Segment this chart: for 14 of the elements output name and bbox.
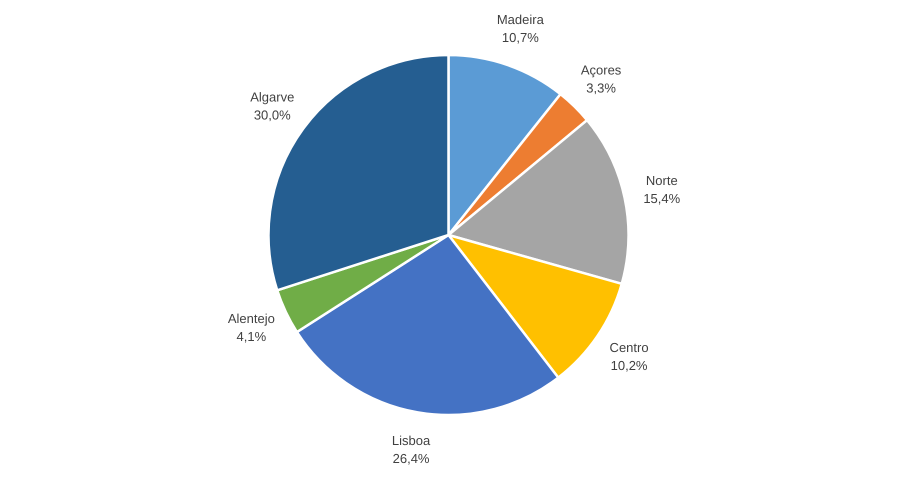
slice-label: Açores (580, 62, 622, 78)
slice-label: Norte (646, 172, 678, 188)
slice-label: Lisboa (392, 432, 431, 448)
data-label: 10,7% (502, 30, 540, 46)
slice-label: Algarve (250, 90, 294, 105)
slice-label: Centro (610, 340, 649, 356)
data-label: 3,3% (586, 80, 616, 96)
data-label: 10,2% (610, 358, 648, 374)
data-label: 15,4% (643, 190, 681, 206)
slice-label: Alentejo (228, 311, 275, 326)
data-label: 4,1% (236, 329, 267, 344)
data-label: 30,0% (254, 108, 292, 123)
slice-label: Madeira (496, 12, 545, 28)
data-label: 26,4% (392, 450, 430, 466)
